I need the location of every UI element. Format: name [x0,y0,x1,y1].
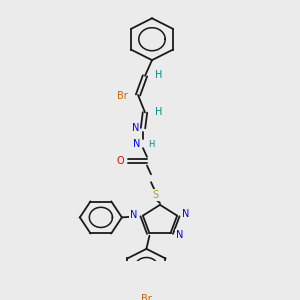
Text: N: N [182,209,190,219]
Text: N: N [176,230,183,240]
Text: N: N [133,139,141,149]
Text: N: N [130,210,138,220]
Text: H: H [148,140,154,149]
Text: H: H [155,106,163,117]
Text: Br: Br [141,294,152,300]
Text: H: H [155,70,163,80]
Text: Br: Br [117,91,128,101]
Text: N: N [132,123,140,133]
Text: O: O [116,156,124,166]
Text: S: S [152,190,158,200]
